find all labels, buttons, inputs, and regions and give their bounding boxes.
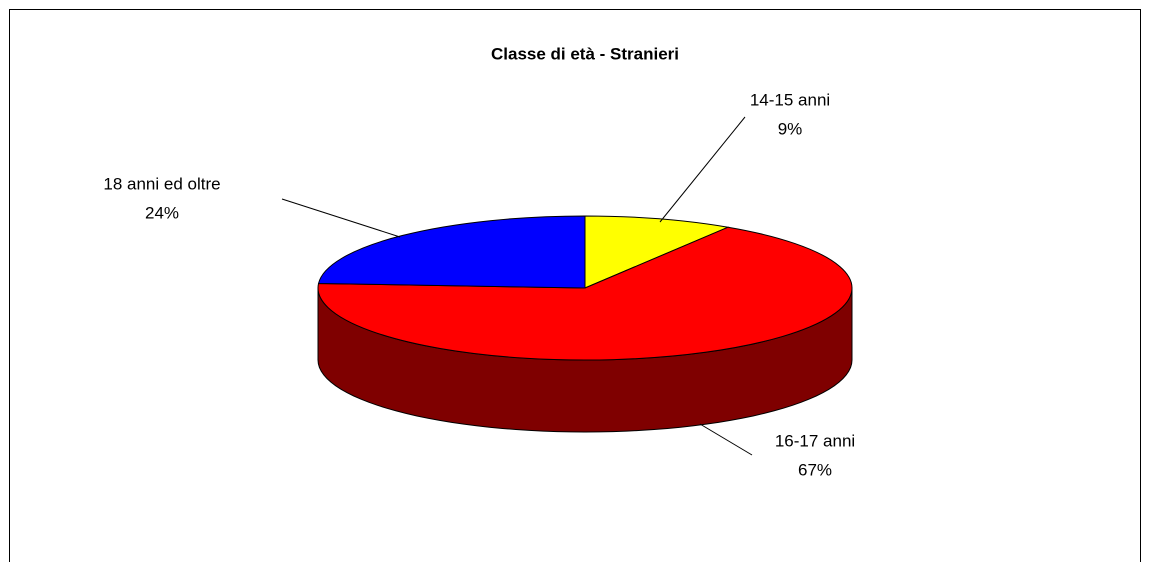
slice-value-label: 24% [145,203,179,222]
pie-labels: 14-15 anni 9% 16-17 anni 67% 18 anni ed oltr… [103,90,855,479]
leader-line [659,116,746,223]
slice-value-label: 67% [798,460,832,479]
leader-line [699,423,753,456]
slice-value-label: 9% [778,119,803,138]
slice [584,215,730,289]
pie-tops [317,215,853,361]
chart-border [9,9,1141,562]
slice [317,226,853,361]
slice [317,215,586,289]
slice-label: 14-15 anni [750,90,830,109]
leader-line [281,198,401,238]
slice-label: 18 anni ed oltre [103,174,220,193]
chart-title: Classe di età - Stranieri [491,44,679,63]
slice-label: 16-17 anni [775,431,855,450]
